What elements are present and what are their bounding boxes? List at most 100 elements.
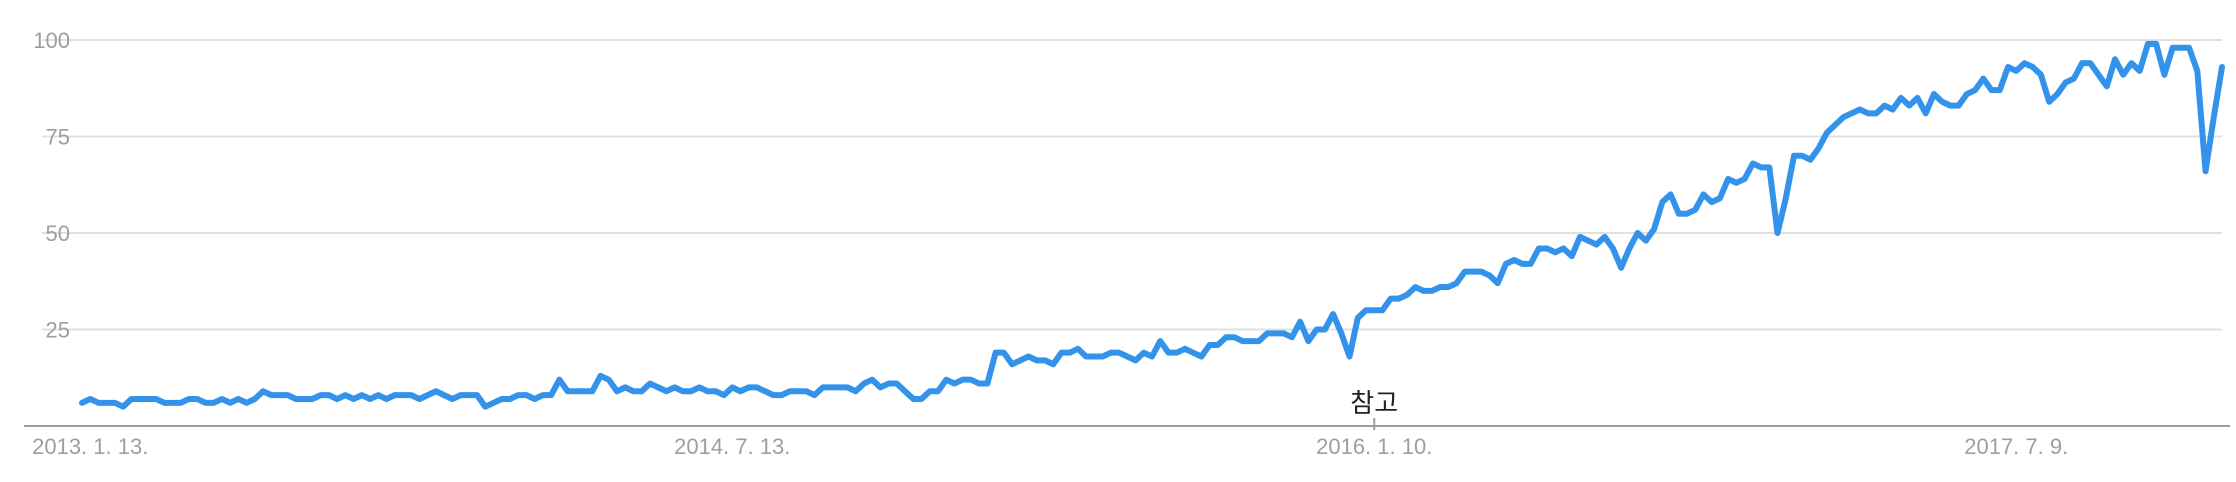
- data-point: [2014, 68, 2019, 74]
- data-point: [1446, 284, 1451, 290]
- data-point: [1660, 199, 1665, 205]
- data-point: [2162, 72, 2167, 77]
- data-point: [746, 385, 751, 390]
- data-point: [1701, 192, 1706, 197]
- data-point: [1355, 315, 1360, 321]
- data-point: [1553, 250, 1558, 255]
- data-point: [458, 392, 463, 398]
- data-point: [944, 377, 949, 382]
- data-point: [1775, 230, 1780, 236]
- data-point: [672, 385, 677, 390]
- data-point: [1306, 338, 1311, 344]
- data-point: [1997, 87, 2002, 93]
- data-point: [1627, 246, 1632, 251]
- data-point: [1248, 338, 1253, 344]
- grid-lines: [42, 39, 2222, 331]
- data-point: [376, 392, 381, 398]
- data-point: [845, 385, 850, 390]
- data-point: [1520, 261, 1525, 267]
- data-point: [79, 400, 85, 406]
- data-point: [170, 400, 175, 406]
- data-point: [1199, 354, 1204, 359]
- data-point: [1561, 246, 1566, 251]
- data-point: [1651, 226, 1657, 232]
- data-point: [260, 389, 266, 394]
- annotation: 참고: [1350, 389, 1398, 430]
- data-point: [1454, 280, 1459, 286]
- data-point: [614, 389, 620, 394]
- data-point: [359, 392, 365, 398]
- data-point: [1289, 335, 1295, 340]
- data-point: [186, 396, 192, 402]
- data-point: [1223, 335, 1229, 340]
- data-point: [326, 392, 332, 398]
- data-point: [1668, 192, 1673, 197]
- data-point: [1322, 327, 1328, 332]
- data-point: [680, 389, 686, 394]
- data-point: [1158, 338, 1163, 344]
- data-point: [631, 389, 636, 394]
- data-point: [1569, 253, 1574, 259]
- data-point: [664, 389, 669, 394]
- data-point: [1750, 161, 1756, 166]
- data-point: [2096, 72, 2101, 77]
- data-point: [548, 392, 554, 398]
- data-point: [104, 400, 109, 406]
- data-point: [1042, 358, 1048, 363]
- data-point: [2186, 45, 2192, 50]
- data-point: [145, 396, 151, 402]
- data-point: [804, 389, 809, 394]
- data-point: [779, 392, 784, 398]
- data-point: [244, 400, 249, 406]
- data-point: [655, 385, 661, 390]
- data-point: [2170, 45, 2175, 50]
- data-point: [1767, 165, 1772, 170]
- data-point: [1824, 130, 1830, 135]
- data-point: [1404, 292, 1410, 297]
- data-point: [499, 396, 504, 402]
- data-point: [1026, 354, 1031, 359]
- data-point: [878, 385, 883, 390]
- data-point: [1882, 103, 1887, 108]
- data-point: [1849, 111, 1854, 116]
- data-point: [738, 389, 743, 394]
- data-point: [1981, 76, 1986, 81]
- data-point: [1635, 230, 1640, 236]
- data-point: [1536, 246, 1542, 251]
- data-point: [88, 396, 93, 402]
- data-point: [474, 392, 480, 398]
- data-point: [1182, 346, 1188, 351]
- data-point: [2195, 68, 2200, 74]
- data-point: [219, 396, 225, 402]
- data-point: [886, 381, 891, 386]
- data-point: [1256, 338, 1262, 344]
- data-point: [1116, 350, 1122, 355]
- x-tick-label: 2017. 7. 9.: [1964, 434, 2068, 459]
- data-point: [1487, 273, 1492, 278]
- data-point: [1240, 338, 1245, 344]
- data-point: [919, 396, 924, 402]
- data-point: [1725, 176, 1731, 182]
- data-point: [483, 404, 488, 409]
- data-point: [1051, 362, 1056, 367]
- data-point: [623, 385, 628, 390]
- data-point: [1190, 350, 1196, 355]
- data-point: [1339, 331, 1344, 336]
- data-point: [1133, 358, 1138, 363]
- data-point: [1314, 327, 1319, 332]
- data-point: [1075, 346, 1081, 351]
- data-point: [2104, 84, 2109, 89]
- data-point: [2079, 60, 2085, 66]
- data-point: [1083, 354, 1089, 359]
- annotation-label[interactable]: 참고: [1350, 389, 1398, 419]
- data-point: [1166, 350, 1171, 355]
- data-point: [820, 385, 825, 390]
- data-point: [1717, 196, 1723, 201]
- data-point: [1281, 331, 1286, 336]
- data-point: [1273, 331, 1278, 336]
- data-point: [1413, 284, 1418, 290]
- y-tick-label: 100: [33, 28, 70, 53]
- data-point: [1265, 331, 1270, 336]
- data-point: [1643, 238, 1649, 243]
